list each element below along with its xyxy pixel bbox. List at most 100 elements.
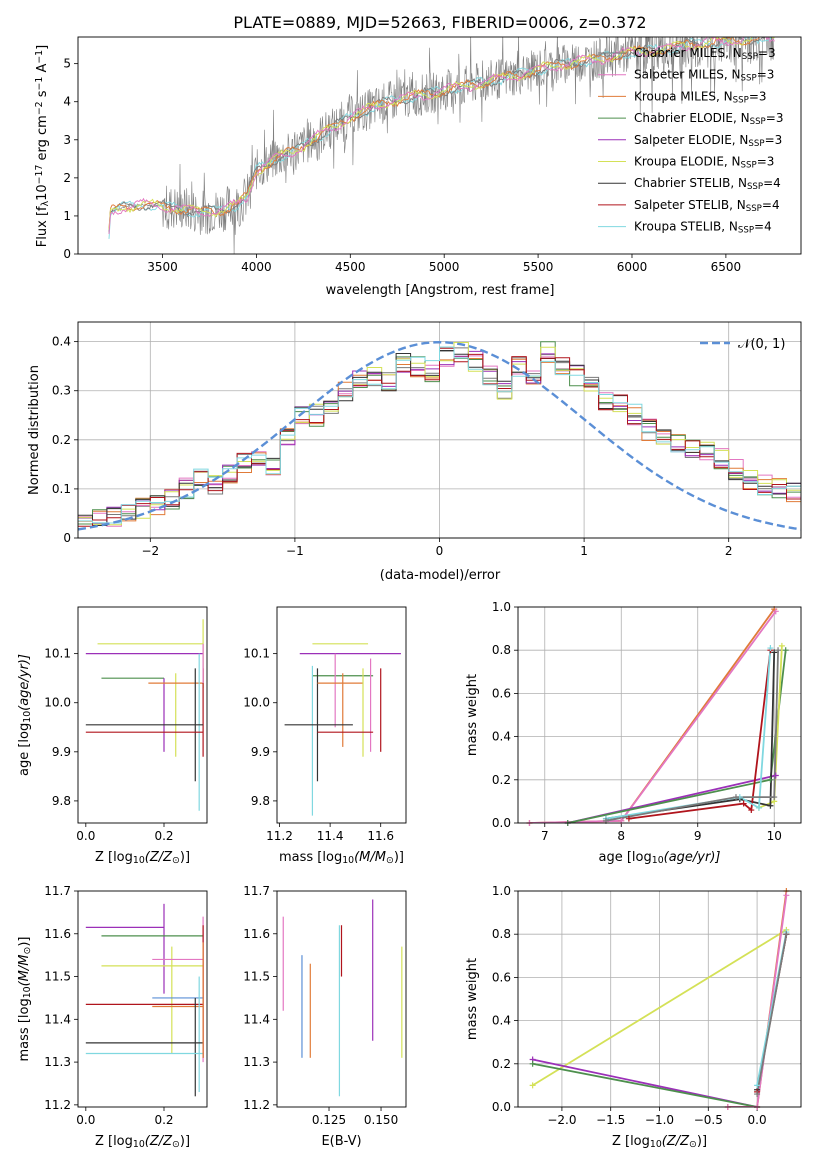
x-tick-label: −2 <box>141 544 159 558</box>
x-tick-label: 3500 <box>147 260 178 274</box>
mass_vs_Z-plot-area <box>85 903 204 1097</box>
y-tick-label: 0.0 <box>492 1100 511 1114</box>
y-axis-label-part: 10 <box>35 184 50 201</box>
weight-line-kroupa_elodie <box>532 929 787 1087</box>
legend-label: Salpeter STELIB, NSSP=4 <box>634 198 780 214</box>
weight-point <box>755 804 762 811</box>
legend-label-part: Kroupa MILES, N <box>634 89 733 103</box>
y-axis-label: mass [log10(M/M⊙)] <box>17 937 33 1062</box>
y-tick-label: 1.0 <box>492 884 511 898</box>
y-tick-label: 0.0 <box>492 816 511 830</box>
x-tick-label: 9 <box>694 829 702 843</box>
y-axis-label: Normed distribution <box>27 365 42 495</box>
y-axis-label-part: erg cm <box>35 115 50 164</box>
y-tick-label: 1 <box>63 209 71 223</box>
x-tick-label: 0.0 <box>748 1113 767 1127</box>
age_vs_Z-axes: 0.0 0.29.89.910.010.1Z [log10(Z/Z⊙)]age [… <box>17 606 208 866</box>
x-tick-label: −1.0 <box>645 1113 674 1127</box>
y-tick-label: 0.4 <box>492 1014 511 1028</box>
y-tick-label: 11.4 <box>44 1012 71 1026</box>
x-tick-label: 5500 <box>523 260 554 274</box>
y-tick-label: 9.8 <box>52 794 71 808</box>
y-tick-label: 0.1 <box>52 482 71 496</box>
x-axis-label-part: (Z/Z <box>145 1134 173 1149</box>
y-tick-label: 11.7 <box>44 884 71 898</box>
weight-line-chabrier_miles <box>605 650 779 822</box>
model-line-salpeter_miles <box>108 37 775 235</box>
x-axis-label-part: )] <box>180 850 190 865</box>
x-tick-label: −2.0 <box>547 1113 576 1127</box>
y-tick-label: 0.3 <box>52 384 71 398</box>
x-axis-label: E(B-V) <box>321 1134 361 1149</box>
x-axis-label-part: E(B-V) <box>321 1134 361 1149</box>
weight-point <box>782 647 789 654</box>
y-axis-label-part: mass [log <box>17 998 32 1061</box>
legend-label-part: SSP <box>733 96 749 106</box>
age_vs_mass-axes: 11.2 11.4 11.6 9.8 9.9 10.0 10.1 mass [log10(M/… <box>243 606 407 866</box>
y-axis-label: mass weight <box>465 674 480 756</box>
legend-label-part: SSP <box>741 161 757 171</box>
x-tick-label: 0.2 <box>154 829 173 843</box>
residuals-axes: −2 −1 0 1 2 0 0.1 0.2 0.3 0.4 𝒩(0, 1) (data-model)/… <box>27 321 802 583</box>
age_vs_Z-plot-area <box>85 619 204 811</box>
weight-line-chabrier_elodie <box>532 1062 758 1107</box>
y-axis-label-part: ⊙ <box>22 947 33 955</box>
x-tick-label: 11.4 <box>317 829 344 843</box>
mass_vs_ebv-plot-area <box>282 899 403 1097</box>
x-axis-label-part: ⊙ <box>172 1139 180 1150</box>
legend-label-part: =4 <box>763 176 781 190</box>
y-axis-label-part: A <box>35 64 50 77</box>
residuals-plot-area <box>78 340 801 531</box>
x-tick-label: 2 <box>725 544 733 558</box>
x-tick-label: 10 <box>767 829 782 843</box>
legend-label-part: =3 <box>757 155 775 169</box>
observed-spectrum-line <box>108 37 775 254</box>
y-tick-label: 11.4 <box>243 1012 270 1026</box>
spectrum-plot-area <box>108 37 775 254</box>
y-tick-label: 0.4 <box>492 730 511 744</box>
weight-point <box>740 800 747 807</box>
legend-label: Kroupa MILES, NSSP=3 <box>634 89 767 105</box>
legend-label-part: =4 <box>754 220 772 234</box>
x-axis-label: wavelength [Angstrom, rest frame] <box>326 283 555 298</box>
x-tick-label: 0.150 <box>364 1113 398 1127</box>
y-tick-label: 0.2 <box>492 773 511 787</box>
legend-label-part: Salpeter STELIB, N <box>634 198 746 212</box>
legend-label-part: SSP <box>747 182 763 192</box>
y-axis-label-part: ] <box>35 45 50 50</box>
legend-label-part: =3 <box>757 68 775 82</box>
y-tick-label: 0.2 <box>492 1057 511 1071</box>
y-axis-label-part: (M/M <box>17 955 32 987</box>
x-axis-label-part: age [log <box>599 850 652 865</box>
age_vs_mass-plot-area <box>284 643 401 816</box>
y-tick-label: 5 <box>63 57 71 71</box>
y-tick-label: 10.1 <box>243 647 270 661</box>
x-tick-label: 0.2 <box>154 1113 173 1127</box>
y-axis-label: Flux [fλ10−17 erg cm−2 s−1 A−1] <box>34 45 51 247</box>
y-tick-label: 10.0 <box>243 696 270 710</box>
weight-line-salpeter_miles <box>727 895 788 1107</box>
x-axis-label-part: ⊙ <box>386 855 394 866</box>
y-axis-label-part: )] <box>17 937 32 947</box>
y-tick-label: 11.5 <box>44 970 71 984</box>
y-tick-label: 0.8 <box>492 927 511 941</box>
x-tick-label: −1.5 <box>596 1113 625 1127</box>
legend-label: Salpeter ELODIE, NSSP=3 <box>634 133 782 149</box>
x-axis-label-part: (M/M <box>354 850 386 865</box>
mass_vs_Z-axes: 0.0 0.211.211.311.411.511.611.7Z [log10(Z… <box>17 884 208 1150</box>
legend-label-part: =3 <box>766 111 784 125</box>
y-axis-label-part: s <box>35 90 50 101</box>
gaussian-curve <box>78 340 801 531</box>
legend-label: 𝒩(0, 1) <box>738 337 785 352</box>
weight-point <box>732 794 739 801</box>
y-tick-label: 11.2 <box>44 1098 71 1112</box>
axes-frame <box>77 890 208 1108</box>
x-axis-label-part: )] <box>697 1134 707 1149</box>
x-tick-label: −1 <box>286 544 304 558</box>
weight-point <box>783 892 790 899</box>
x-axis-label-part: (Z/Z <box>145 850 173 865</box>
x-axis-label: Z [log10(Z/Z⊙)] <box>612 1134 707 1150</box>
x-axis-label-part: ⊙ <box>689 1139 697 1150</box>
y-axis-label-part: λ <box>40 200 51 206</box>
